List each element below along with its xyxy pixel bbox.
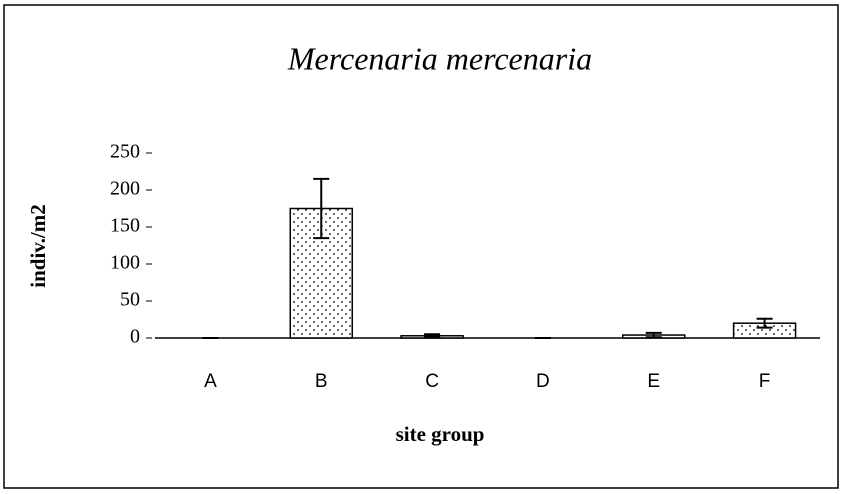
- y-tick-label: 50: [120, 289, 140, 311]
- y-tick-label: 100: [110, 252, 140, 274]
- error-bar: [313, 177, 330, 240]
- x-tick-label: E: [647, 371, 660, 392]
- chart-title: Mercenaria mercenaria: [287, 40, 592, 76]
- x-tick-label: B: [315, 371, 328, 392]
- frame: [3, 4, 839, 489]
- x-tick-label: A: [204, 371, 217, 392]
- y-tick-label: 200: [110, 178, 140, 200]
- x-tick-label: C: [425, 371, 439, 392]
- y-tick-label: 0: [130, 326, 140, 348]
- y-axis-label: indiv./m2: [26, 204, 50, 287]
- bar: [289, 207, 353, 339]
- y-tick-label: 250: [110, 141, 140, 163]
- error-bar: [645, 331, 662, 339]
- x-axis-label: site group: [396, 422, 485, 446]
- x-tick-label: F: [759, 371, 771, 392]
- error-bar: [424, 333, 441, 339]
- x-tick-label: D: [536, 371, 550, 392]
- y-tick-label: 150: [110, 215, 140, 237]
- error-bar: [756, 317, 773, 329]
